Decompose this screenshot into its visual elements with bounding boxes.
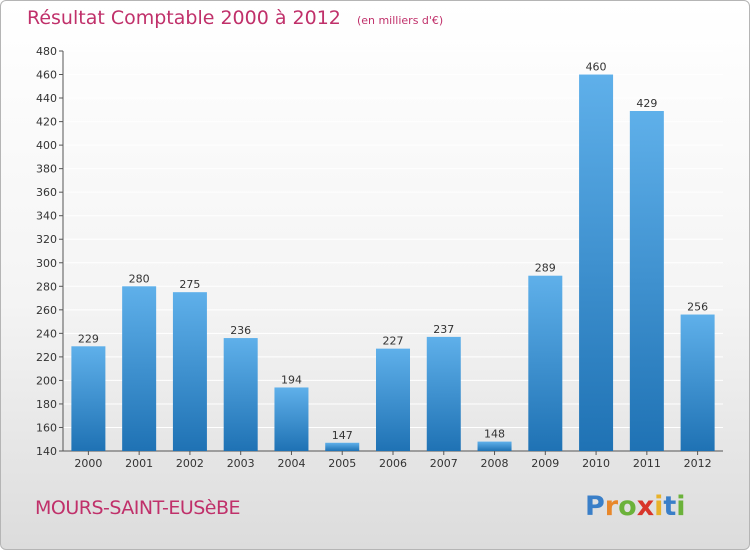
- x-tick-label: 2003: [227, 457, 255, 470]
- y-tick-label: 180: [36, 398, 57, 411]
- data-label: 148: [484, 428, 505, 441]
- y-tick-label: 480: [36, 45, 57, 58]
- x-tick-label: 2012: [684, 457, 712, 470]
- x-tick-label: 2001: [125, 457, 153, 470]
- data-label: 229: [78, 332, 99, 345]
- data-label: 194: [281, 373, 302, 386]
- y-tick-label: 200: [36, 374, 57, 387]
- chart-subtitle: (en milliers d'€): [356, 14, 444, 27]
- y-tick-label: 400: [36, 139, 57, 152]
- bar: [172, 292, 207, 451]
- bar: [528, 275, 563, 451]
- x-tick-label: 2007: [430, 457, 458, 470]
- data-label: 275: [179, 278, 200, 291]
- y-tick-label: 440: [36, 92, 57, 105]
- x-tick-label: 2002: [176, 457, 204, 470]
- y-tick-label: 260: [36, 304, 57, 317]
- x-tick-label: 2011: [633, 457, 661, 470]
- y-tick-label: 140: [36, 445, 57, 458]
- y-tick-label: 240: [36, 327, 57, 340]
- bar: [71, 346, 106, 451]
- bar: [579, 74, 614, 451]
- commune-name: MOURS-SAINT-EUSèBE: [35, 497, 241, 519]
- logo-letter: i: [654, 491, 664, 522]
- data-label: 147: [332, 429, 353, 442]
- proxiti-logo: Proxiti: [585, 491, 686, 522]
- data-label: 429: [636, 97, 657, 110]
- logo-letter: P: [585, 491, 605, 522]
- data-label: 256: [687, 301, 708, 314]
- data-label: 460: [586, 61, 607, 74]
- y-tick-label: 280: [36, 280, 57, 293]
- bar: [122, 286, 157, 451]
- y-tick-label: 420: [36, 116, 57, 129]
- bar: [680, 314, 715, 451]
- x-tick-label: 2009: [531, 457, 559, 470]
- bar: [376, 348, 410, 451]
- x-tick-label: 2010: [582, 457, 610, 470]
- data-label: 289: [535, 262, 556, 275]
- chart-title: Résultat Comptable 2000 à 2012 (en milli…: [27, 7, 443, 29]
- y-tick-label: 340: [36, 210, 57, 223]
- logo-letter: o: [618, 491, 637, 522]
- x-tick-label: 2004: [277, 457, 305, 470]
- logo-letter: t: [663, 491, 677, 522]
- bar: [629, 111, 664, 451]
- bar: [274, 387, 309, 451]
- x-tick-label: 2005: [328, 457, 356, 470]
- logo-letter: r: [604, 491, 619, 522]
- data-label: 280: [129, 272, 150, 285]
- logo-letter: x: [636, 491, 655, 522]
- chart-title-text: Résultat Comptable 2000 à 2012: [27, 7, 341, 29]
- data-label: 227: [383, 335, 404, 348]
- y-tick-label: 220: [36, 351, 57, 364]
- x-tick-label: 2008: [481, 457, 509, 470]
- y-tick-label: 320: [36, 233, 57, 246]
- bar: [477, 441, 512, 451]
- logo-letter: i: [676, 491, 686, 522]
- y-tick-label: 360: [36, 186, 57, 199]
- data-label: 236: [230, 324, 251, 337]
- x-tick-label: 2006: [379, 457, 407, 470]
- bar: [325, 442, 360, 451]
- y-tick-label: 380: [36, 163, 57, 176]
- bar: [426, 336, 461, 451]
- y-tick-label: 300: [36, 257, 57, 270]
- x-tick-label: 2000: [74, 457, 102, 470]
- bar: [223, 338, 258, 451]
- y-tick-label: 460: [36, 69, 57, 82]
- y-tick-label: 160: [36, 421, 57, 434]
- data-label: 237: [433, 323, 454, 336]
